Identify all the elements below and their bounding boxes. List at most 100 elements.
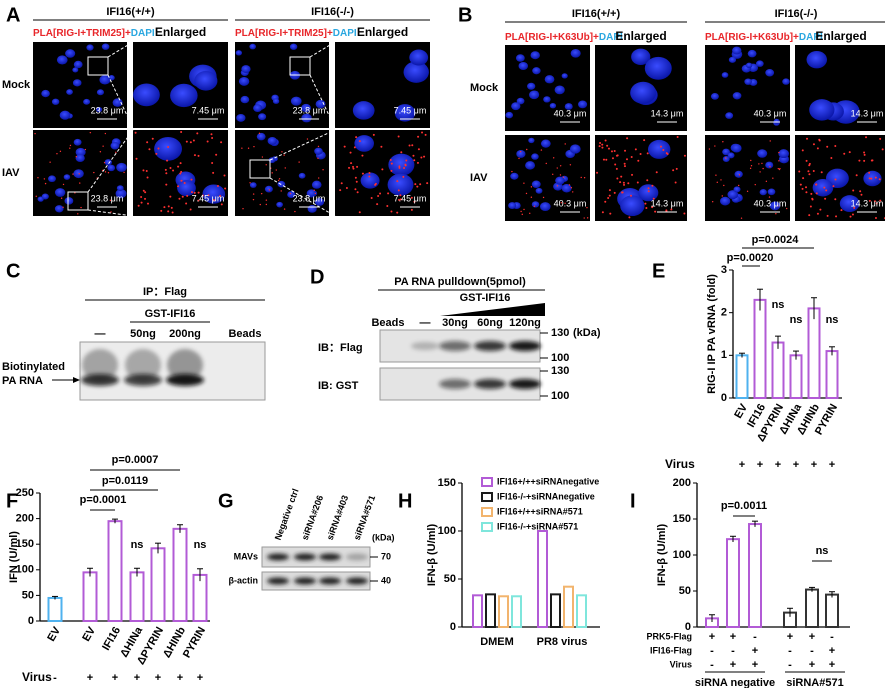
nucleus (727, 190, 739, 200)
pla-dot (389, 158, 392, 161)
pla-dot (212, 171, 215, 174)
pla-dot (611, 157, 614, 160)
condition-label: Virus (665, 457, 695, 471)
condition-sign: - (53, 672, 57, 684)
annotation: ns (131, 539, 144, 551)
pla-dot (56, 153, 58, 155)
panel-letter: D (310, 266, 324, 288)
blot-band (267, 577, 289, 585)
nucleus (765, 69, 775, 77)
pla-dot (720, 179, 722, 181)
condition-sign: + (829, 459, 835, 471)
nucleus (272, 98, 280, 104)
condition-sign: + (709, 631, 715, 643)
pla-dot (525, 192, 528, 195)
pla-dot (134, 131, 137, 134)
pla-dot (103, 161, 106, 164)
pla-dot (596, 171, 599, 174)
zoom-line (87, 129, 134, 193)
condition-sign: + (739, 459, 745, 471)
pla-dot (283, 154, 285, 156)
pla-dot (716, 181, 718, 184)
pla-dot (69, 147, 71, 149)
nuclei (133, 64, 218, 108)
pla-dot (426, 182, 429, 185)
pla-dot (404, 163, 407, 166)
pla-dot (818, 138, 821, 141)
pla-dot (352, 165, 355, 168)
nucleus (258, 113, 267, 121)
pla-dot (613, 149, 616, 152)
bar (753, 298, 767, 399)
annotation: p=0.0001 (80, 494, 127, 506)
pla-dot (852, 189, 855, 192)
condition-sign: + (793, 459, 799, 471)
pla-dot (193, 191, 196, 194)
nucleus (249, 43, 256, 50)
nuclei (339, 131, 429, 214)
stain-name: PLA[RIG-I+TRIM25]+ (235, 28, 333, 39)
pla-dot (145, 170, 148, 173)
pla-dot (265, 164, 267, 166)
pla-dot (835, 215, 838, 218)
pla-dot (420, 156, 423, 159)
bar (150, 547, 166, 623)
pla-dot (390, 169, 393, 172)
scale-label: 14.3 μm (651, 108, 684, 118)
pla-dot (683, 212, 686, 215)
pla-dot (372, 133, 375, 136)
y-tick-label: 200 (673, 477, 691, 489)
stain-label: PLA[RIG-I+K63Ub]+DAPI (505, 32, 623, 43)
pla-dot (616, 154, 619, 157)
pla-dot (137, 204, 140, 207)
pla-dot (778, 151, 780, 154)
pla-dot (863, 153, 866, 156)
pla-dot (601, 143, 604, 146)
scale-label: 14.3 μm (851, 108, 884, 118)
pla-dot (376, 203, 379, 206)
x-tick-label: EV (45, 624, 63, 643)
pulldown-title: PA RNA pulldown(5pmol) (394, 276, 526, 288)
pla-dot (140, 196, 143, 199)
pla-dot (142, 169, 145, 172)
legend-label: IFI16+/++siRNAnegative (497, 476, 599, 486)
panel-letter: B (458, 4, 472, 26)
nucleus (96, 107, 103, 113)
nucleus (154, 137, 183, 161)
x-tick-label: IFI16 (100, 625, 123, 653)
nucleus (107, 164, 116, 172)
pla-dot (345, 187, 348, 190)
bar (82, 571, 98, 622)
pla-dot (631, 173, 634, 176)
legend-swatch (481, 492, 493, 502)
nucleus (409, 49, 429, 66)
pla-dot (261, 156, 264, 158)
pla-dot (858, 159, 861, 162)
pla-dot (370, 196, 373, 199)
condition-sign: + (809, 631, 815, 643)
blot-band (319, 553, 341, 561)
pla-dot (398, 165, 401, 168)
condition-sign: - (830, 631, 834, 643)
genotype-header: IFI16(+/+) (572, 8, 621, 20)
nucleus (527, 82, 536, 90)
pla-dot (180, 170, 183, 173)
nucleus (728, 56, 737, 63)
pla-dot (636, 181, 639, 184)
pla-dot (178, 197, 181, 200)
pla-dot (249, 182, 251, 184)
pla-dot (637, 159, 640, 162)
nucleus (54, 205, 64, 213)
pla-dot (606, 144, 609, 147)
nucleus (73, 60, 83, 69)
scale-label: 14.3 μm (651, 198, 684, 208)
pla-dot (801, 187, 804, 190)
scale-label: 7.45 μm (394, 105, 427, 115)
lane-label: 120ng (509, 317, 541, 329)
pla-dot (639, 153, 642, 156)
nucleus (104, 159, 112, 166)
pla-dot (759, 171, 761, 173)
pla-dot (614, 163, 617, 166)
blot-label: MAVs (234, 551, 258, 561)
y-tick-label: 150 (16, 538, 34, 550)
